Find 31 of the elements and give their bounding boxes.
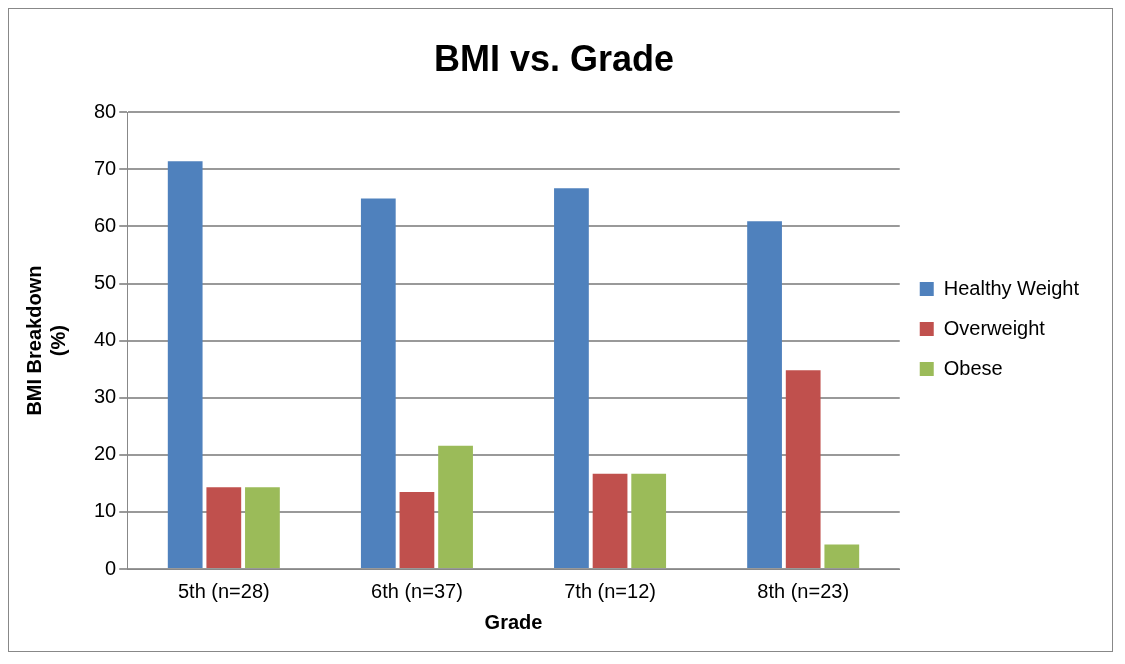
chart-title: BMI vs. Grade (433, 37, 675, 79)
bar (360, 198, 396, 568)
bar (747, 221, 782, 568)
x-tick-label: 6th (n=37) (371, 579, 463, 602)
x-tick-label: 5th (n=28) (177, 579, 270, 602)
bar (167, 161, 203, 568)
legend-label: Obese (943, 356, 1003, 379)
x-tick-label: 7th (n=12) (564, 579, 656, 602)
bar (592, 473, 628, 568)
y-tick-label: 20 (94, 442, 117, 465)
bar (631, 473, 667, 568)
y-tick-label: 70 (94, 156, 117, 179)
x-axis-title: Grade (484, 610, 543, 633)
y-tick-label: 80 (94, 99, 117, 122)
y-tick-label: 50 (94, 271, 117, 294)
y-tick-label: 40 (94, 328, 117, 351)
y-axis-title: BMI Breakdown (%) (22, 265, 69, 416)
bar (206, 487, 242, 568)
bar (245, 487, 280, 568)
y-tick-label: 0 (105, 556, 117, 579)
legend-label: Healthy Weight (943, 276, 1080, 299)
y-tick-label: 60 (94, 213, 117, 236)
x-tick-label: 8th (n=23) (757, 579, 850, 602)
legend-label: Overweight (943, 316, 1046, 339)
y-tick-label: 10 (94, 499, 117, 522)
bar (399, 491, 435, 568)
bar (554, 188, 589, 568)
bar (785, 370, 821, 568)
bar (438, 445, 473, 568)
y-tick-label: 30 (94, 385, 117, 408)
bar (824, 544, 860, 568)
